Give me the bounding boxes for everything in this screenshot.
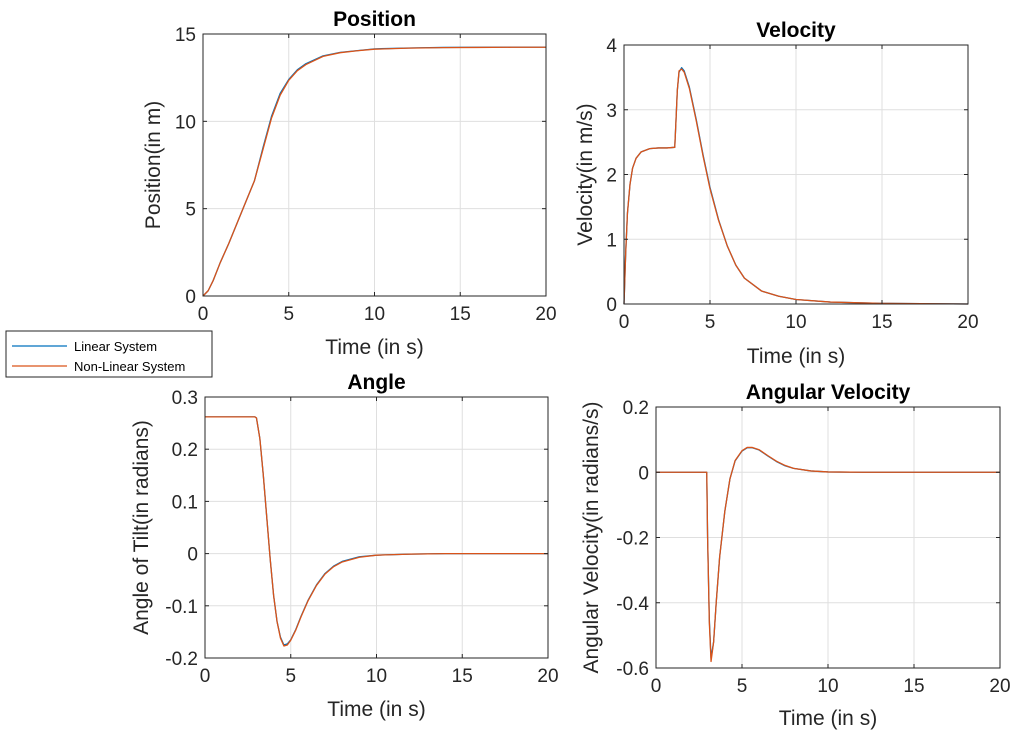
position-chart: 0 5 10 15 20 0 5 10 15 Position Time (in s) Positio… — [142, 8, 557, 359]
angle-y-tick-label: -0.2 — [165, 649, 198, 670]
angular-velocity-x-axis-label: Time (in s) — [779, 707, 877, 730]
velocity-y-tick-label: 2 — [606, 166, 617, 187]
velocity-y-tick-label: 3 — [606, 101, 617, 122]
velocity-x-tick-label: 15 — [871, 312, 892, 333]
position-x-tick-label: 20 — [535, 304, 556, 325]
angle-y-tick-label: 0.3 — [172, 388, 198, 409]
angle-x-tick-label: 15 — [452, 666, 473, 687]
velocity-title: Velocity — [756, 19, 836, 42]
position-y-axis-label: Position(in m) — [142, 101, 165, 229]
velocity-y-tick-label: 0 — [606, 295, 617, 316]
position-y-tick-label: 15 — [175, 25, 196, 46]
angle-x-tick-label: 20 — [537, 666, 558, 687]
angular-velocity-y-tick-label: -0.6 — [616, 659, 649, 680]
velocity-x-tick-label: 20 — [957, 312, 978, 333]
angle-x-tick-label: 5 — [285, 666, 296, 687]
angle-y-tick-label: 0 — [187, 545, 198, 566]
position-x-tick-label: 0 — [198, 304, 209, 325]
angle-y-tick-label: 0.1 — [172, 492, 198, 513]
position-x-tick-label: 10 — [364, 304, 385, 325]
angle-chart: 0 5 10 15 20 -0.2 -0.1 0 0.1 0.2 0.3 Angle Time (in … — [130, 371, 559, 721]
legend-label-nonlinear: Non-Linear System — [74, 359, 185, 374]
position-x-axis-label: Time (in s) — [325, 336, 423, 359]
velocity-x-tick-label: 10 — [785, 312, 806, 333]
velocity-series-nonlinear — [623, 68, 969, 305]
position-x-tick-label: 15 — [450, 304, 471, 325]
angle-series-nonlinear — [205, 416, 548, 647]
angular-velocity-y-tick-label: 0.2 — [623, 398, 649, 419]
angle-y-axis-label: Angle of Tilt(in radians) — [130, 420, 153, 635]
angular-velocity-y-tick-label: -0.4 — [616, 594, 649, 615]
angular-velocity-x-tick-label: 15 — [903, 676, 924, 697]
legend-box — [5, 330, 213, 378]
angle-y-tick-label: 0.2 — [172, 440, 198, 461]
legend-label-linear: Linear System — [74, 339, 157, 354]
angular-velocity-series-nonlinear — [656, 446, 1000, 663]
position-y-tick-label: 5 — [185, 200, 196, 221]
angular-velocity-chart: 0 5 10 15 20 -0.6 -0.4 -0.2 0 0.2 Angular Velocity… — [580, 381, 1011, 730]
velocity-y-axis-label: Velocity(in m/s) — [574, 103, 597, 245]
position-series-nonlinear — [202, 46, 546, 297]
angular-velocity-y-tick-label: -0.2 — [616, 529, 649, 550]
velocity-y-tick-label: 4 — [606, 36, 617, 57]
angular-velocity-x-tick-label: 0 — [651, 676, 662, 697]
angular-velocity-x-tick-label: 5 — [737, 676, 748, 697]
legend: Linear System Non-Linear System — [5, 330, 213, 378]
angular-velocity-x-tick-label: 20 — [989, 676, 1010, 697]
angle-title: Angle — [347, 371, 405, 394]
angular-velocity-x-tick-label: 10 — [817, 676, 838, 697]
velocity-x-axis-label: Time (in s) — [747, 345, 845, 368]
angular-velocity-y-tick-label: 0 — [638, 463, 649, 484]
velocity-x-tick-label: 5 — [705, 312, 716, 333]
velocity-chart: 0 5 10 15 20 0 1 2 3 4 Velocity Time (in s) Velocity… — [574, 19, 979, 368]
position-x-tick-label: 5 — [283, 304, 294, 325]
angle-x-tick-label: 10 — [366, 666, 387, 687]
velocity-x-tick-label: 0 — [619, 312, 630, 333]
position-y-tick-label: 10 — [175, 112, 196, 133]
position-title: Position — [333, 8, 416, 31]
angle-x-tick-label: 0 — [200, 666, 211, 687]
velocity-y-tick-label: 1 — [606, 230, 617, 251]
angular-velocity-y-axis-label: Angular Velocity(in radians/s) — [580, 402, 603, 674]
angle-x-axis-label: Time (in s) — [327, 698, 425, 721]
angular-velocity-title: Angular Velocity — [746, 381, 911, 404]
position-y-tick-label: 0 — [185, 287, 196, 308]
angle-y-tick-label: -0.1 — [165, 597, 198, 618]
